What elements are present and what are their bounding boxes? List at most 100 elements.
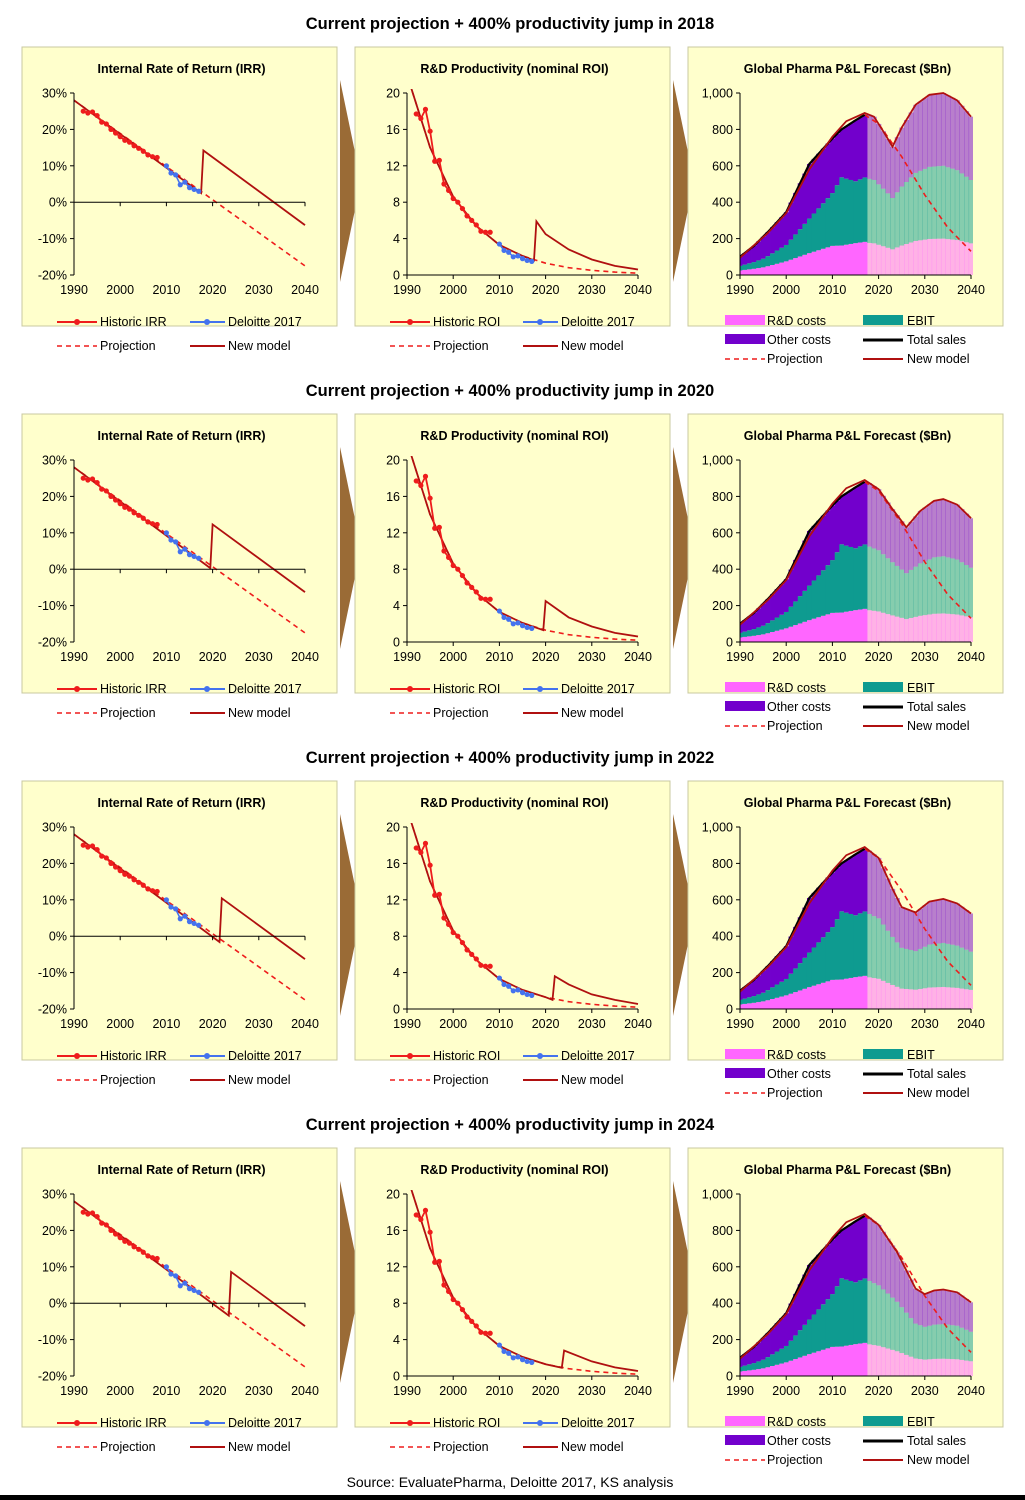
panel-title: Global Pharma P&L Forecast ($Bn) <box>744 429 951 443</box>
other-costs-bar <box>797 1284 803 1331</box>
rd-bar <box>968 989 973 1009</box>
ebit-bar <box>867 546 873 611</box>
other-costs-bar <box>830 138 836 194</box>
rd-bar <box>862 975 868 1009</box>
y-tick-label: 4 <box>393 232 400 246</box>
panel-roi: R&D Productivity (nominal ROI) 1990 2000 20… <box>354 1147 671 1454</box>
other-costs-bar <box>894 1252 900 1302</box>
legend: Historic IRR Deloitte 2017 Projection New m… <box>57 315 302 353</box>
ebit-bar <box>927 559 933 615</box>
other-costs-bar <box>908 910 914 951</box>
y-tick-label: 0 <box>726 1003 733 1017</box>
rd-bar <box>774 1364 780 1376</box>
deloitte-point <box>186 1286 193 1292</box>
rd-bar <box>756 635 762 642</box>
historic-point <box>99 1220 105 1226</box>
deloitte-point <box>177 1283 183 1289</box>
historic-point <box>459 572 466 579</box>
new-model-line <box>740 92 972 259</box>
other-costs-bar <box>894 897 900 943</box>
deloitte-point <box>506 616 512 622</box>
x-tick-label: 2010 <box>485 1017 513 1031</box>
y-tick-label: 200 <box>712 599 733 613</box>
deloitte-point <box>524 991 530 998</box>
historic-point <box>140 882 146 888</box>
historic-point <box>99 853 105 859</box>
rd-bar <box>816 984 822 1009</box>
ebit-bar <box>774 617 780 631</box>
rd-bar <box>843 611 849 642</box>
historic-point <box>122 1238 128 1244</box>
historic-point <box>108 126 114 132</box>
rd-bar <box>904 988 910 1009</box>
ebit-bar <box>871 180 877 244</box>
deloitte-point <box>186 919 193 925</box>
deloitte-point <box>524 257 530 264</box>
deloitte-point <box>519 256 526 262</box>
historic-point <box>432 1259 438 1265</box>
ebit-bar <box>880 188 886 247</box>
rd-bar <box>756 268 762 275</box>
x-tick-label: 2000 <box>772 1384 800 1398</box>
rd-bar <box>825 981 831 1009</box>
x-tick-label: 2010 <box>818 650 846 664</box>
row-title: Current projection + 400% productivity j… <box>306 15 714 33</box>
y-tick-label: 20 <box>386 454 400 468</box>
ebit-bar <box>959 562 965 616</box>
ebit-bar <box>811 213 817 252</box>
other-costs-bar <box>816 1254 822 1310</box>
ebit-bar <box>871 916 877 979</box>
historic-point <box>80 475 86 481</box>
historic-point <box>432 525 438 531</box>
legend-label: R&D costs <box>767 1415 826 1429</box>
ebit-bar <box>797 963 803 991</box>
legend-label: New model <box>561 339 624 353</box>
deloitte-point <box>191 1287 197 1294</box>
ebit-bar <box>964 176 970 243</box>
ebit-bar <box>968 1331 973 1362</box>
historic-point <box>112 497 119 503</box>
legend-label: New model <box>228 1440 291 1454</box>
x-tick-label: 2030 <box>245 650 273 664</box>
other-costs-bar <box>740 990 743 1000</box>
historic-point <box>126 1240 133 1246</box>
y-tick-label: 400 <box>712 930 733 944</box>
deloitte-point <box>496 975 502 981</box>
ebit-bar <box>876 918 882 979</box>
historic-point <box>487 596 493 602</box>
ebit-bar <box>816 208 822 251</box>
rd-bar <box>908 989 914 1009</box>
plot-area <box>410 456 639 641</box>
y-tick-label: 10% <box>42 526 67 540</box>
rd-bar <box>760 1001 766 1009</box>
ebit-bar <box>954 559 960 615</box>
legend-label: New model <box>561 1073 624 1087</box>
x-tick-label: 2000 <box>772 1017 800 1031</box>
rd-bar <box>867 242 873 275</box>
rd-bar <box>820 1349 826 1376</box>
plot-area <box>74 99 306 267</box>
legend-label: Historic IRR <box>100 315 167 329</box>
other-costs-bar <box>802 173 808 224</box>
x-tick-label: 2010 <box>818 1384 846 1398</box>
rd-bar <box>848 610 854 642</box>
legend: Historic IRR Deloitte 2017 Projection New m… <box>57 1049 302 1087</box>
ebit-bar <box>885 1293 891 1349</box>
deloitte-point <box>510 254 516 260</box>
projection-line <box>864 481 972 619</box>
legend-label: Projection <box>767 1086 823 1100</box>
plot-inner <box>740 1212 973 1376</box>
historic-point <box>427 862 433 868</box>
ebit-bar <box>853 548 859 611</box>
plot-inner <box>410 456 639 641</box>
legend-label: Projection <box>100 706 156 720</box>
rd-bar <box>811 618 817 642</box>
other-costs-bar <box>848 490 854 547</box>
y-tick-label: 1,000 <box>702 821 733 835</box>
historic-point <box>94 112 100 119</box>
other-costs-bar <box>740 256 743 266</box>
other-costs-bar <box>959 105 965 174</box>
y-tick-label: 8 <box>393 930 400 944</box>
plot-area <box>410 1190 639 1375</box>
rd-bar <box>830 612 836 642</box>
